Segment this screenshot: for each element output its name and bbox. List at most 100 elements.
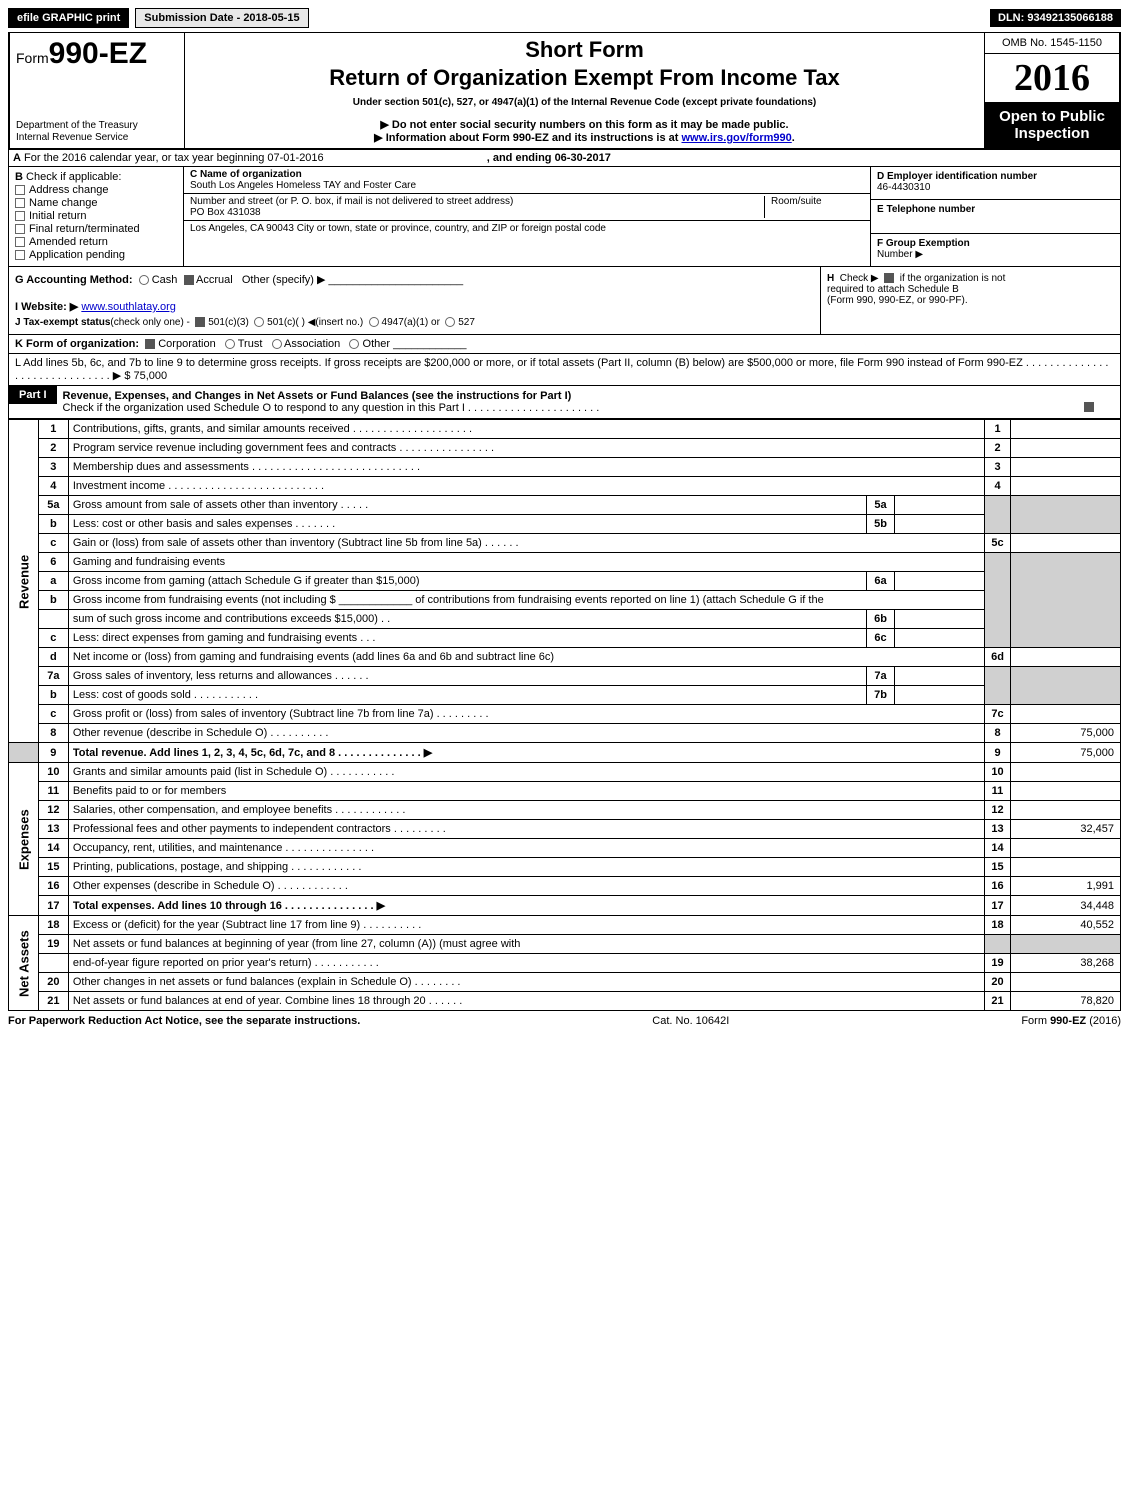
line-desc: end-of-year figure reported on prior yea… <box>68 954 984 973</box>
radio-icon[interactable] <box>349 339 359 349</box>
line-desc: Professional fees and other payments to … <box>68 820 984 839</box>
checkbox-filled-icon[interactable] <box>184 275 194 285</box>
table-row: 19 Net assets or fund balances at beginn… <box>9 935 1121 954</box>
line-num: 8 <box>38 724 68 743</box>
table-row: 11 Benefits paid to or for members 11 <box>9 782 1121 801</box>
sub-val <box>895 496 985 515</box>
line-num <box>38 610 68 629</box>
c-label: C Name of organization <box>190 169 302 180</box>
radio-icon[interactable] <box>445 317 455 327</box>
chk-label: Name change <box>29 197 98 209</box>
checkbox-icon[interactable] <box>15 250 25 260</box>
chk-pending[interactable]: Application pending <box>15 249 177 261</box>
line-desc: Less: cost of goods sold . . . . . . . .… <box>68 686 866 705</box>
g-label: G Accounting Method: <box>15 274 133 286</box>
sub-val <box>895 686 985 705</box>
j-text: (check only one) - <box>110 317 189 328</box>
checkbox-icon[interactable] <box>15 224 25 234</box>
line-desc: Net assets or fund balances at end of ye… <box>68 992 984 1011</box>
part1-label: Part I <box>9 386 57 404</box>
chk-name[interactable]: Name change <box>15 197 177 209</box>
website-link[interactable]: www.southlatay.org <box>81 301 176 313</box>
chk-final[interactable]: Final return/terminated <box>15 223 177 235</box>
line-rnum: 21 <box>985 992 1011 1011</box>
g-accounting: G Accounting Method: Cash Accrual Other … <box>15 273 814 286</box>
chk-amended[interactable]: Amended return <box>15 236 177 248</box>
table-row: Expenses 10 Grants and similar amounts p… <box>9 763 1121 782</box>
line-desc: Total revenue. Add lines 1, 2, 3, 4, 5c,… <box>68 743 984 763</box>
part1-check-line: Check if the organization used Schedule … <box>63 402 600 414</box>
radio-icon[interactable] <box>139 275 149 285</box>
section-b: B Check if applicable: Address change Na… <box>9 167 184 266</box>
checkbox-filled-icon[interactable] <box>1084 402 1094 412</box>
footer-mid: Cat. No. 10642I <box>652 1015 729 1027</box>
chk-initial[interactable]: Initial return <box>15 210 177 222</box>
table-row: 16 Other expenses (describe in Schedule … <box>9 877 1121 896</box>
expenses-vlabel: Expenses <box>9 763 39 916</box>
line-num: 16 <box>38 877 68 896</box>
line-rnum: 11 <box>985 782 1011 801</box>
radio-icon[interactable] <box>225 339 235 349</box>
table-row: 8 Other revenue (describe in Schedule O)… <box>9 724 1121 743</box>
c-city-row: Los Angeles, CA 90043 City or town, stat… <box>184 221 870 236</box>
ein-value: 46-4430310 <box>877 182 930 193</box>
irs-link[interactable]: www.irs.gov/form990 <box>682 132 792 144</box>
checkbox-icon[interactable] <box>15 237 25 247</box>
table-row: end-of-year figure reported on prior yea… <box>9 954 1121 973</box>
line-val <box>1011 858 1121 877</box>
line-desc: Less: direct expenses from gaming and fu… <box>68 629 866 648</box>
checkbox-icon[interactable] <box>15 185 25 195</box>
k-other: Other <box>363 338 391 350</box>
c-addr-row: Number and street (or P. O. box, if mail… <box>184 194 870 221</box>
table-row: 12 Salaries, other compensation, and emp… <box>9 801 1121 820</box>
line-desc: Total expenses. Add lines 10 through 16 … <box>68 896 984 916</box>
info-prefix: ▶ Information about Form 990-EZ and its … <box>374 132 681 144</box>
sub-val <box>895 667 985 686</box>
checkbox-icon[interactable] <box>15 211 25 221</box>
sub-val <box>895 610 985 629</box>
line-val <box>1011 458 1121 477</box>
a-ending: , and ending 06-30-2017 <box>487 152 611 164</box>
checkbox-filled-icon[interactable] <box>195 317 205 327</box>
checkbox-filled-icon[interactable] <box>145 339 155 349</box>
radio-icon[interactable] <box>369 317 379 327</box>
line17-desc: Total expenses. Add lines 10 through 16 … <box>73 900 385 912</box>
j-501c: 501(c)( ) ◀(insert no.) <box>267 317 363 328</box>
h-t3: required to attach Schedule B <box>827 284 959 295</box>
i-website-row: I Website: ▶ www.southlatay.org <box>15 300 814 313</box>
form-990ez: 990-EZ <box>49 37 147 70</box>
line-desc: Contributions, gifts, grants, and simila… <box>68 420 984 439</box>
line-rnum: 2 <box>985 439 1011 458</box>
checkbox-icon[interactable] <box>15 198 25 208</box>
line-num: 21 <box>38 992 68 1011</box>
return-title: Return of Organization Exempt From Incom… <box>195 65 974 91</box>
chk-address[interactable]: Address change <box>15 184 177 196</box>
info-suffix: . <box>792 132 795 144</box>
line-num: 18 <box>38 916 68 935</box>
omb-number: OMB No. 1545-1150 <box>985 33 1119 54</box>
f-label: F Group Exemption <box>877 238 970 249</box>
radio-icon[interactable] <box>272 339 282 349</box>
line-val: 34,448 <box>1011 896 1121 916</box>
line-desc: sum of such gross income and contributio… <box>68 610 866 629</box>
checkbox-filled-icon[interactable] <box>884 273 894 283</box>
line-num: c <box>38 629 68 648</box>
line-num <box>38 954 68 973</box>
revenue-vlabel: Revenue <box>9 420 39 743</box>
form-number: Form990-EZ <box>16 37 178 71</box>
shade-cell <box>985 667 1011 705</box>
line-num: 15 <box>38 858 68 877</box>
line-num: 1 <box>38 420 68 439</box>
h-label: H <box>827 273 834 284</box>
part1-title-text: Revenue, Expenses, and Changes in Net As… <box>63 390 572 402</box>
radio-icon[interactable] <box>254 317 264 327</box>
k-assoc: Association <box>284 338 340 350</box>
line-num: 3 <box>38 458 68 477</box>
j-527: 527 <box>458 317 475 328</box>
shade-cell <box>9 743 39 763</box>
line-num: 17 <box>38 896 68 916</box>
line-num: 6 <box>38 553 68 572</box>
under-section-text: Under section 501(c), 527, or 4947(a)(1)… <box>195 97 974 108</box>
line-desc: Gross profit or (loss) from sales of inv… <box>68 705 984 724</box>
table-row: 7a Gross sales of inventory, less return… <box>9 667 1121 686</box>
